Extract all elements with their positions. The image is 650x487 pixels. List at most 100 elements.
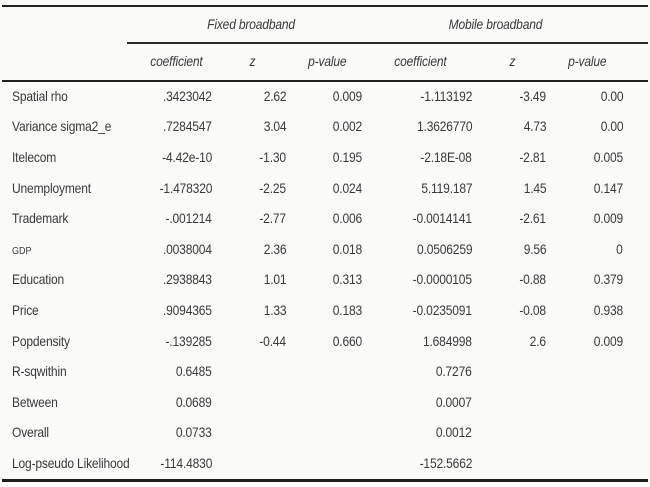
cell-coefficient-mobile: -0.0014141 — [365, 210, 475, 228]
value: 1.33 — [263, 301, 286, 318]
cell-pvalue-mobile: 0.00 — [549, 88, 626, 106]
cell-z-mobile — [475, 363, 549, 381]
cell-coefficient-fixed: 0.0733 — [137, 424, 215, 442]
cell-z-fixed — [215, 424, 289, 442]
column-group-label: Mobile broadband — [448, 15, 543, 32]
row-label: Trademark — [12, 210, 69, 227]
cell-coefficient-fixed: 0.6485 — [137, 363, 215, 381]
value: -114.4830 — [160, 454, 212, 471]
value: 2.36 — [263, 240, 286, 257]
cell-coefficient-mobile: -1.113192 — [365, 88, 475, 106]
cell-pvalue-mobile: 0.938 — [549, 302, 626, 320]
cell-coefficient-mobile: 1.3626770 — [365, 118, 475, 136]
group-underline-rule — [127, 42, 648, 44]
value: 0.009 — [332, 87, 362, 104]
value: -3.49 — [519, 87, 546, 104]
table-row: Log-pseudo Likelihood -114.4830 -152.566… — [2, 449, 648, 480]
cell-z-fixed: 3.04 — [215, 118, 289, 136]
cell-coefficient-fixed: -.139285 — [137, 333, 215, 351]
cell-pvalue-fixed: 0.024 — [289, 180, 365, 198]
value: -4.42e-10 — [161, 148, 212, 165]
value: -2.81 — [519, 148, 546, 165]
row-label-cell: Price — [2, 302, 137, 320]
value: 0.009 — [593, 210, 623, 227]
row-label: Variance sigma2_e — [12, 118, 112, 135]
column-header-z-fixed: z — [215, 53, 289, 71]
value: 0.0689 — [176, 393, 212, 410]
cell-z-fixed: 1.01 — [215, 271, 289, 289]
row-label: GDP — [12, 244, 32, 257]
value: 0.024 — [332, 179, 362, 196]
value: -2.18E-08 — [420, 148, 473, 165]
cell-z-mobile: -0.88 — [475, 271, 549, 289]
cell-z-mobile — [475, 394, 549, 412]
value: 1.3626770 — [416, 118, 473, 135]
value: 3.04 — [263, 118, 286, 135]
cell-pvalue-mobile: 0.147 — [549, 180, 626, 198]
cell-coefficient-fixed: -114.4830 — [137, 455, 215, 473]
column-header-coefficient-fixed: coefficient — [137, 53, 215, 71]
bottom-rule — [2, 479, 648, 483]
column-header-label: p-value — [568, 52, 607, 69]
value: 4.73 — [523, 118, 546, 135]
value: 0.195 — [332, 148, 362, 165]
value: 0.0506259 — [416, 240, 473, 257]
value: 0.660 — [332, 332, 362, 349]
cell-pvalue-mobile: 0.009 — [549, 210, 626, 228]
value: 1.01 — [263, 271, 286, 288]
row-label-cell: Between — [2, 394, 137, 412]
cell-z-fixed: -0.44 — [215, 333, 289, 351]
row-label-cell: Variance sigma2_e — [2, 118, 137, 136]
column-header-label: coefficient — [149, 52, 203, 69]
column-group-header-row: Fixed broadband Mobile broadband — [2, 7, 648, 42]
cell-z-mobile — [475, 424, 549, 442]
cell-z-fixed: 2.62 — [215, 88, 289, 106]
cell-coefficient-mobile: 5.119.187 — [365, 180, 475, 198]
table-row: Spatial rho .3423042 2.62 0.009 -1.11319… — [2, 82, 648, 113]
cell-pvalue-mobile: 0.005 — [549, 149, 626, 167]
row-label: Overall — [12, 424, 49, 441]
value: 0.005 — [593, 148, 623, 165]
column-group-fixed-broadband: Fixed broadband — [137, 16, 365, 34]
value: 2.6 — [529, 332, 546, 349]
value: 0.009 — [593, 332, 623, 349]
cell-z-mobile: -3.49 — [475, 88, 549, 106]
cell-pvalue-fixed: 0.195 — [289, 149, 365, 167]
top-rule — [2, 5, 648, 7]
row-label: Log-pseudo Likelihood — [12, 454, 130, 471]
value: 0.002 — [332, 118, 362, 135]
cell-z-fixed: -2.77 — [215, 210, 289, 228]
value: -0.0000105 — [412, 271, 472, 288]
cell-pvalue-mobile — [549, 363, 626, 381]
column-header-coefficient-mobile: coefficient — [365, 53, 475, 71]
row-label-cell: Spatial rho — [2, 88, 137, 106]
table-row: Itelecom -4.42e-10 -1.30 0.195 -2.18E-08… — [2, 143, 648, 174]
cell-coefficient-fixed: .3423042 — [137, 88, 215, 106]
value: 1.684998 — [423, 332, 472, 349]
cell-coefficient-mobile: 0.0012 — [365, 424, 475, 442]
cell-pvalue-mobile: 0.379 — [549, 271, 626, 289]
row-label-cell: Overall — [2, 424, 137, 442]
value: 0.00 — [600, 87, 623, 104]
cell-coefficient-mobile: -0.0000105 — [365, 271, 475, 289]
cell-coefficient-mobile: -152.5662 — [365, 455, 475, 473]
table-row: Education .2938843 1.01 0.313 -0.0000105… — [2, 265, 648, 296]
value: .2938843 — [163, 271, 212, 288]
cell-coefficient-mobile: 1.684998 — [365, 333, 475, 351]
cell-z-fixed: 1.33 — [215, 302, 289, 320]
value: 0.0007 — [436, 393, 472, 410]
cell-pvalue-fixed: 0.183 — [289, 302, 365, 320]
cell-z-mobile: 9.56 — [475, 241, 549, 259]
row-label-cell: Log-pseudo Likelihood — [2, 455, 137, 473]
value: -2.77 — [259, 210, 286, 227]
column-header-label: p-value — [307, 52, 347, 69]
table-row: Between 0.0689 0.0007 — [2, 387, 648, 418]
row-label-cell: R-sqwithin — [2, 363, 137, 381]
value: -.001214 — [165, 210, 212, 227]
row-label-cell: Unemployment — [2, 180, 137, 198]
value: 0 — [616, 240, 623, 257]
table-row: Price .9094365 1.33 0.183 -0.0235091 -0.… — [2, 296, 648, 327]
cell-z-fixed: -2.25 — [215, 180, 289, 198]
cell-pvalue-mobile: 0.00 — [549, 118, 626, 136]
column-header-z-mobile: z — [475, 53, 549, 71]
